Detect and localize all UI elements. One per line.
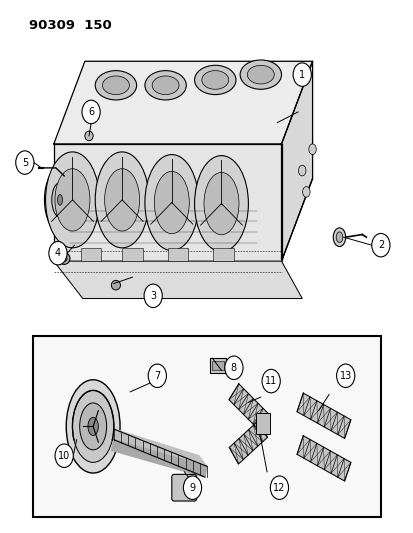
- Polygon shape: [296, 393, 350, 438]
- Text: 7: 7: [154, 371, 160, 381]
- Ellipse shape: [298, 165, 305, 176]
- Circle shape: [270, 476, 288, 499]
- Ellipse shape: [104, 168, 139, 231]
- Ellipse shape: [45, 152, 99, 248]
- Circle shape: [55, 444, 73, 467]
- Circle shape: [16, 151, 34, 174]
- Ellipse shape: [332, 228, 345, 246]
- Bar: [212, 361, 223, 370]
- Ellipse shape: [66, 379, 120, 473]
- Bar: [167, 248, 188, 261]
- Ellipse shape: [145, 70, 186, 100]
- Bar: [210, 358, 225, 373]
- Ellipse shape: [95, 152, 149, 248]
- Text: 4: 4: [55, 248, 61, 258]
- Polygon shape: [228, 384, 267, 429]
- Polygon shape: [54, 61, 312, 144]
- Circle shape: [371, 233, 389, 257]
- Bar: [33, 336, 380, 517]
- Polygon shape: [54, 261, 301, 298]
- Polygon shape: [114, 429, 206, 466]
- Text: 3: 3: [150, 291, 156, 301]
- Ellipse shape: [102, 76, 129, 95]
- Ellipse shape: [194, 156, 248, 252]
- Ellipse shape: [154, 172, 189, 233]
- Ellipse shape: [308, 144, 316, 155]
- Ellipse shape: [44, 168, 75, 232]
- Circle shape: [336, 364, 354, 387]
- Circle shape: [82, 100, 100, 124]
- Polygon shape: [54, 144, 281, 261]
- Ellipse shape: [335, 232, 342, 243]
- Ellipse shape: [72, 390, 114, 462]
- Bar: [122, 248, 142, 261]
- Ellipse shape: [240, 60, 281, 90]
- Ellipse shape: [95, 70, 136, 100]
- Ellipse shape: [204, 173, 238, 235]
- Ellipse shape: [52, 182, 68, 217]
- Ellipse shape: [58, 253, 70, 264]
- Text: 1: 1: [299, 70, 304, 79]
- Circle shape: [144, 284, 162, 308]
- Polygon shape: [296, 436, 350, 481]
- Text: 11: 11: [264, 376, 277, 386]
- Text: 2: 2: [377, 240, 383, 250]
- Circle shape: [183, 476, 201, 499]
- Text: 5: 5: [21, 158, 28, 167]
- Ellipse shape: [88, 417, 98, 435]
- FancyBboxPatch shape: [171, 474, 196, 501]
- Ellipse shape: [111, 280, 120, 290]
- Polygon shape: [229, 421, 267, 464]
- Text: 8: 8: [230, 363, 236, 373]
- Ellipse shape: [61, 255, 67, 262]
- Circle shape: [224, 356, 242, 379]
- Ellipse shape: [202, 70, 228, 89]
- Ellipse shape: [57, 195, 62, 205]
- Polygon shape: [281, 61, 312, 261]
- Polygon shape: [112, 440, 206, 477]
- Ellipse shape: [145, 155, 198, 251]
- Ellipse shape: [194, 65, 235, 95]
- Bar: [81, 248, 101, 261]
- Text: 90309  150: 90309 150: [29, 19, 112, 31]
- Circle shape: [49, 241, 67, 265]
- Ellipse shape: [247, 66, 273, 84]
- Ellipse shape: [302, 187, 309, 197]
- Bar: [255, 413, 270, 434]
- Text: 12: 12: [273, 483, 285, 492]
- Ellipse shape: [55, 168, 90, 231]
- Bar: [213, 248, 233, 261]
- Circle shape: [261, 369, 280, 393]
- Text: 10: 10: [58, 451, 70, 461]
- Ellipse shape: [152, 76, 179, 95]
- Text: 13: 13: [339, 371, 351, 381]
- Text: 9: 9: [189, 483, 195, 492]
- Text: 6: 6: [88, 107, 94, 117]
- Ellipse shape: [79, 403, 107, 450]
- Circle shape: [148, 364, 166, 387]
- Ellipse shape: [85, 131, 93, 141]
- Circle shape: [292, 63, 311, 86]
